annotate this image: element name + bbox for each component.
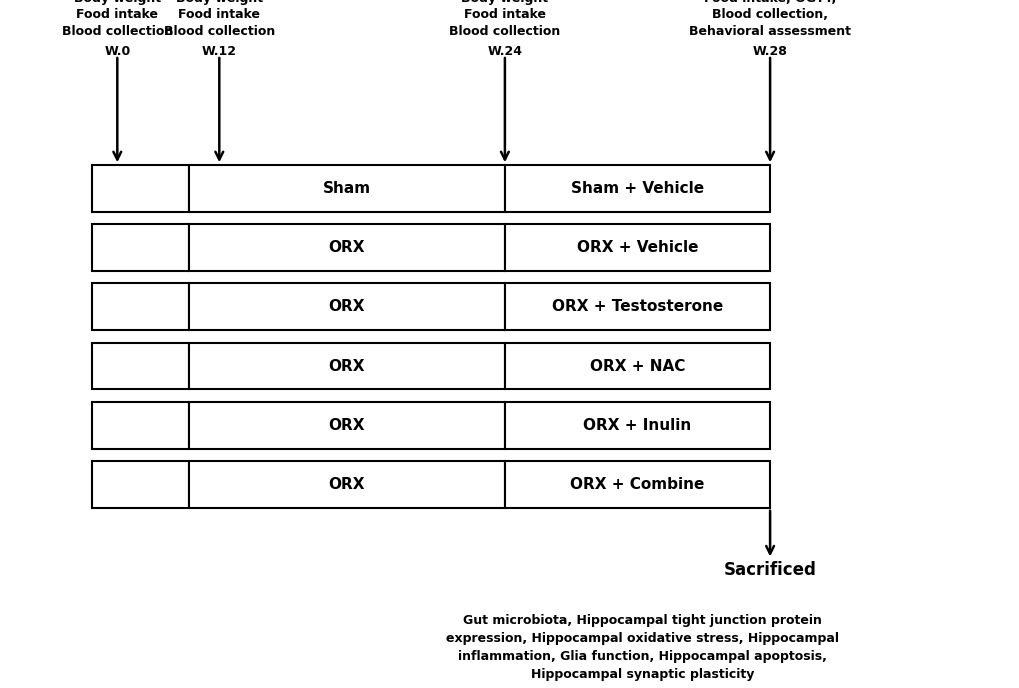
Bar <box>189 165 504 212</box>
Bar <box>504 402 769 449</box>
Bar <box>504 224 769 271</box>
Text: ORX + Testosterone: ORX + Testosterone <box>551 299 722 314</box>
Text: Sham + Vehicle: Sham + Vehicle <box>571 181 703 196</box>
Text: ORX + Combine: ORX + Combine <box>570 477 704 492</box>
Bar <box>92 283 189 330</box>
Text: Body weight,
Food intake, OGTT,
Blood collection,
Behavioral assessment: Body weight, Food intake, OGTT, Blood co… <box>689 0 850 38</box>
Bar <box>189 402 504 449</box>
Text: Gut microbiota, Hippocampal tight junction protein
expression, Hippocampal oxida: Gut microbiota, Hippocampal tight juncti… <box>445 614 839 681</box>
Text: W.12: W.12 <box>202 45 236 58</box>
Text: Body weight
Food intake
Blood collection: Body weight Food intake Blood collection <box>163 0 275 38</box>
Text: ORX: ORX <box>328 477 365 492</box>
Bar <box>189 461 504 508</box>
Text: ORX: ORX <box>328 418 365 433</box>
Text: ORX + Vehicle: ORX + Vehicle <box>576 240 698 255</box>
Text: ORX: ORX <box>328 299 365 314</box>
Bar <box>189 224 504 271</box>
Bar <box>189 283 504 330</box>
Bar <box>92 402 189 449</box>
Text: Sacrificed: Sacrificed <box>722 561 816 579</box>
Text: W.28: W.28 <box>752 45 787 58</box>
Bar <box>504 343 769 389</box>
Text: ORX + NAC: ORX + NAC <box>589 358 685 374</box>
Text: ORX: ORX <box>328 240 365 255</box>
Text: Body weight
Food intake
Blood collection: Body weight Food intake Blood collection <box>448 0 560 38</box>
Text: W.24: W.24 <box>487 45 522 58</box>
Bar <box>189 343 504 389</box>
Text: Sham: Sham <box>322 181 371 196</box>
Text: Body weight
Food intake
Blood collection: Body weight Food intake Blood collection <box>61 0 173 38</box>
Bar <box>504 461 769 508</box>
Bar <box>92 224 189 271</box>
Bar <box>92 343 189 389</box>
Text: ORX: ORX <box>328 358 365 374</box>
Bar <box>504 165 769 212</box>
Text: W.0: W.0 <box>104 45 130 58</box>
Bar <box>92 165 189 212</box>
Bar <box>504 283 769 330</box>
Text: ORX + Inulin: ORX + Inulin <box>583 418 691 433</box>
Bar <box>92 461 189 508</box>
